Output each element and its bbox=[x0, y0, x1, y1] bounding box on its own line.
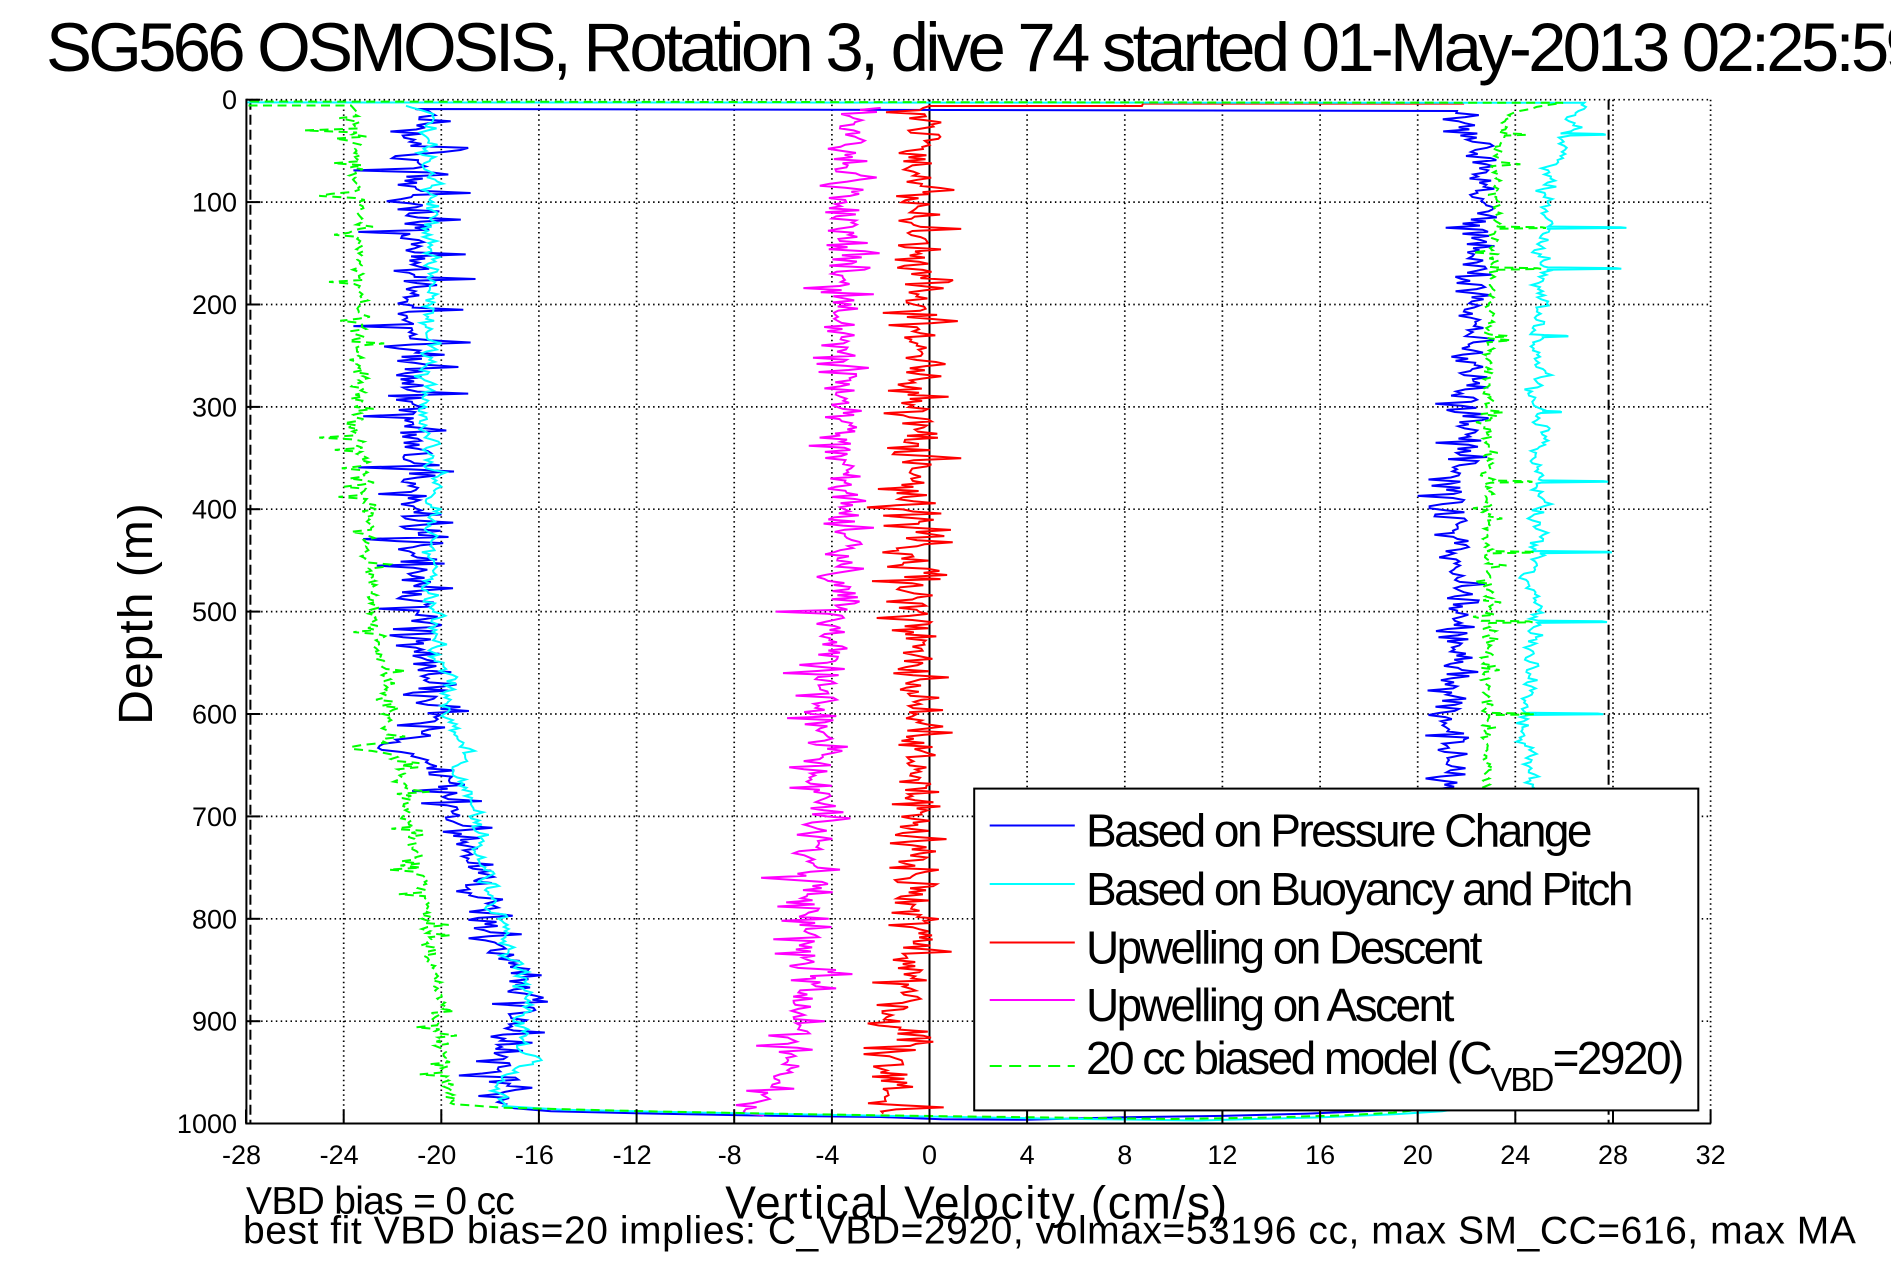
svg-text:900: 900 bbox=[192, 1007, 237, 1037]
svg-text:SG566 OSMOSIS, Rotation 3, div: SG566 OSMOSIS, Rotation 3, dive 74 start… bbox=[46, 9, 1891, 86]
svg-text:-12: -12 bbox=[613, 1140, 652, 1170]
svg-text:24: 24 bbox=[1500, 1140, 1530, 1170]
svg-text:-28: -28 bbox=[222, 1140, 261, 1170]
svg-text:400: 400 bbox=[192, 495, 237, 525]
svg-text:100: 100 bbox=[192, 188, 237, 218]
svg-text:Upwelling on Descent: Upwelling on Descent bbox=[1086, 922, 1483, 974]
svg-text:Upwelling on Ascent: Upwelling on Ascent bbox=[1086, 979, 1455, 1031]
svg-text:20: 20 bbox=[1403, 1140, 1433, 1170]
svg-text:Depth (m): Depth (m) bbox=[110, 502, 163, 724]
svg-text:-20: -20 bbox=[417, 1140, 456, 1170]
svg-text:0: 0 bbox=[922, 1140, 937, 1170]
svg-text:-8: -8 bbox=[718, 1140, 742, 1170]
svg-text:200: 200 bbox=[192, 290, 237, 320]
svg-text:Vertical Velocity (cm/s): Vertical Velocity (cm/s) bbox=[725, 1176, 1228, 1228]
svg-text:300: 300 bbox=[192, 392, 237, 422]
svg-text:0: 0 bbox=[222, 85, 237, 115]
svg-text:16: 16 bbox=[1305, 1140, 1335, 1170]
svg-text:800: 800 bbox=[192, 904, 237, 934]
svg-text:Based on Pressure Change: Based on Pressure Change bbox=[1086, 805, 1591, 857]
svg-text:32: 32 bbox=[1696, 1140, 1726, 1170]
svg-text:500: 500 bbox=[192, 597, 237, 627]
svg-text:best fit VBD bias=20 implies:: best fit VBD bias=20 implies: C_VBD=2920… bbox=[243, 1209, 1856, 1252]
svg-text:600: 600 bbox=[192, 700, 237, 730]
svg-text:-24: -24 bbox=[320, 1140, 359, 1170]
svg-text:-16: -16 bbox=[515, 1140, 554, 1170]
svg-text:1000: 1000 bbox=[177, 1109, 237, 1139]
svg-text:4: 4 bbox=[1020, 1140, 1035, 1170]
svg-text:-4: -4 bbox=[815, 1140, 839, 1170]
svg-text:700: 700 bbox=[192, 802, 237, 832]
svg-text:12: 12 bbox=[1207, 1140, 1237, 1170]
svg-text:Based on Buoyancy and Pitch: Based on Buoyancy and Pitch bbox=[1086, 863, 1631, 915]
svg-text:8: 8 bbox=[1117, 1140, 1132, 1170]
svg-text:28: 28 bbox=[1598, 1140, 1628, 1170]
svg-text:VBD bias = 0 cc: VBD bias = 0 cc bbox=[246, 1180, 514, 1223]
